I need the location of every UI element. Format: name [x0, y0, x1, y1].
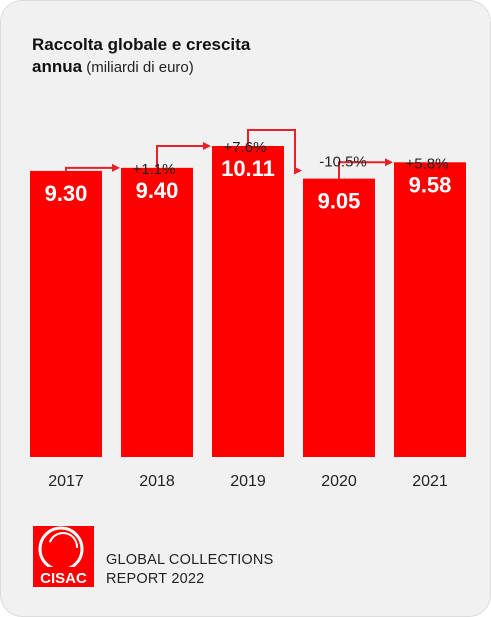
- category-label-2020: 2020: [321, 473, 357, 490]
- growth-arrow-2021: [338, 158, 393, 179]
- value-label-2021: 9.58: [409, 172, 452, 197]
- growth-label-2018: +1.1%: [133, 161, 176, 178]
- growth-arrow-2019: [156, 142, 211, 168]
- category-label-2019: 2019: [230, 473, 266, 490]
- category-label-2021: 2021: [412, 473, 448, 490]
- value-label-2018: 9.40: [136, 178, 179, 203]
- chart-title-unit: (miliardi di euro): [82, 59, 194, 76]
- growth-label-2019: +7.6%: [224, 139, 267, 156]
- bar-2020: [303, 178, 375, 458]
- bar-2018: [121, 167, 193, 457]
- report-line-1: GLOBAL COLLECTIONS: [106, 552, 274, 568]
- growth-arrow-2020: [247, 129, 302, 175]
- category-label-2018: 2018: [139, 473, 175, 490]
- chart-title: Raccolta globale e crescita annua (milia…: [32, 34, 250, 79]
- category-label-2017: 2017: [48, 473, 84, 490]
- growth-label-2020: -10.5%: [319, 154, 367, 171]
- chart-title-main: Raccolta globale e crescita: [32, 35, 251, 54]
- logo-text: CISAC: [40, 570, 87, 587]
- bar-2017: [30, 170, 102, 457]
- value-label-2019: 10.11: [221, 156, 275, 181]
- bar-2021: [394, 162, 466, 458]
- cisac-logo: CISAC: [33, 526, 94, 587]
- report-line-2: REPORT 2022: [106, 571, 205, 587]
- value-label-2020: 9.05: [318, 189, 361, 214]
- value-label-2017: 9.30: [45, 181, 88, 206]
- report-title: GLOBAL COLLECTIONS REPORT 2022: [106, 551, 273, 589]
- bar-2019: [212, 146, 284, 457]
- growth-arrow-2018: [65, 163, 120, 172]
- chart-title-sub: annua: [32, 57, 83, 76]
- growth-label-2021: +5.8%: [406, 155, 449, 172]
